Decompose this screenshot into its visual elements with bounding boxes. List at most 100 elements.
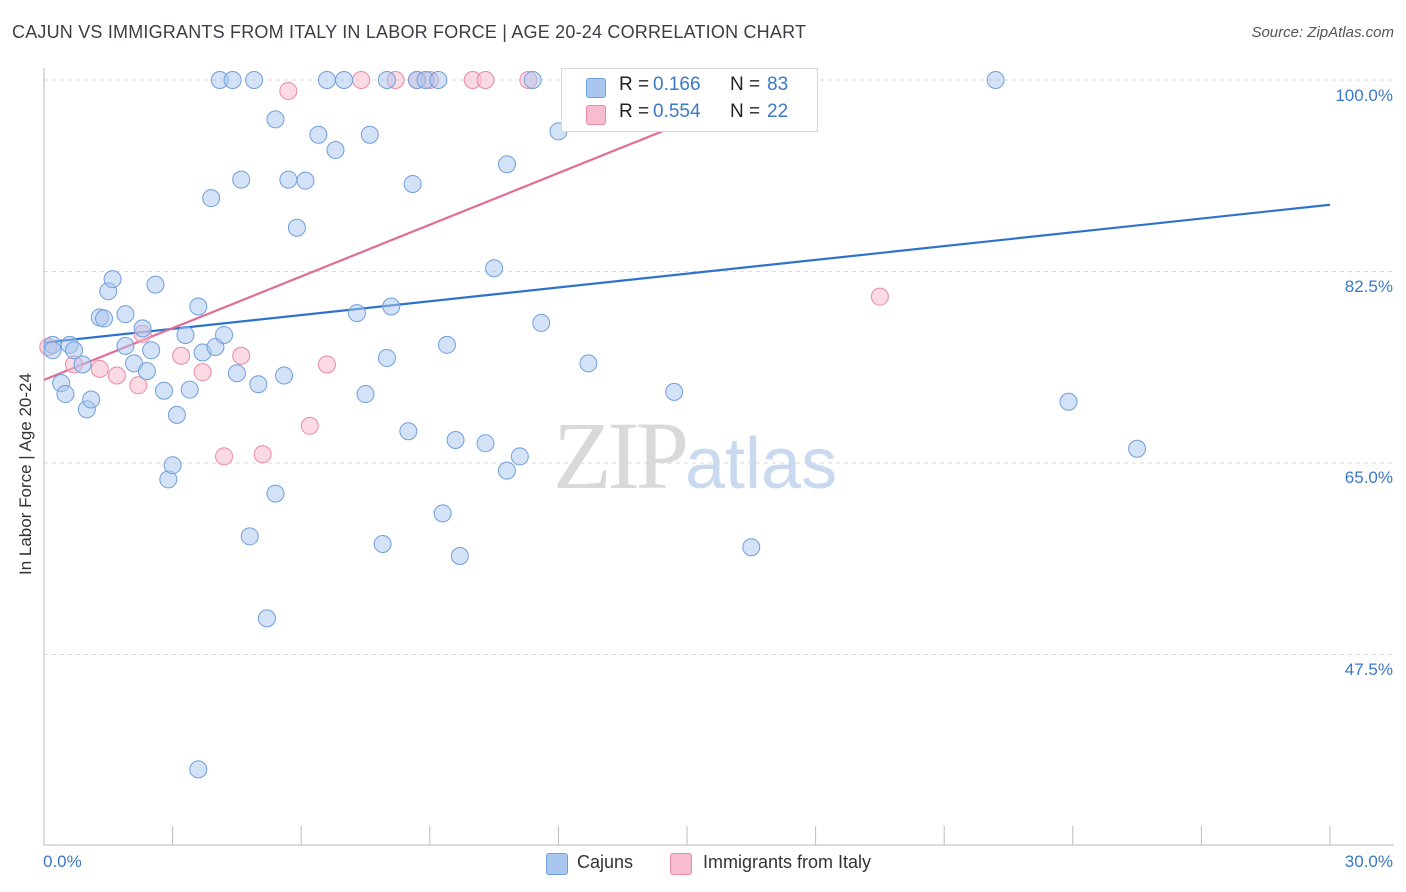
data-point-cajun bbox=[266, 110, 285, 129]
watermark-zip: ZIP bbox=[553, 402, 689, 509]
data-point-cajun bbox=[279, 170, 298, 189]
data-point-cajun bbox=[227, 364, 246, 383]
data-point-cajun bbox=[43, 341, 62, 360]
data-point-cajun bbox=[116, 305, 135, 324]
data-point-cajun bbox=[65, 341, 84, 360]
data-point-cajun bbox=[163, 456, 182, 475]
data-point-italy bbox=[870, 287, 889, 306]
data-point-cajun bbox=[155, 381, 174, 400]
data-point-cajun bbox=[429, 71, 448, 89]
legend-swatch-cajuns bbox=[546, 853, 568, 875]
data-point-cajun bbox=[399, 422, 418, 441]
data-point-cajun bbox=[137, 362, 156, 381]
data-point-cajun bbox=[373, 534, 392, 553]
legend-n-value: 22 bbox=[767, 101, 789, 122]
data-points bbox=[39, 71, 1147, 779]
x-tick-label: 30.0% bbox=[1344, 852, 1393, 871]
data-point-cajun bbox=[95, 309, 114, 328]
data-point-italy bbox=[476, 71, 495, 89]
data-point-cajun bbox=[476, 434, 495, 453]
data-point-cajun bbox=[450, 547, 469, 566]
x-tick-label: 0.0% bbox=[43, 852, 82, 871]
chart-title: CAJUN VS IMMIGRANTS FROM ITALY IN LABOR … bbox=[12, 22, 807, 42]
data-point-italy bbox=[193, 363, 212, 382]
data-point-italy bbox=[253, 445, 272, 464]
legend-r-value: 0.554 bbox=[653, 101, 701, 122]
data-point-cajun bbox=[437, 335, 456, 354]
gridlines bbox=[44, 79, 1394, 655]
data-point-cajun bbox=[523, 71, 542, 89]
y-axis-label: In Labor Force | Age 20-24 bbox=[16, 373, 35, 575]
watermark-atlas: atlas bbox=[685, 424, 838, 504]
data-point-cajun bbox=[180, 380, 199, 399]
data-point-cajun bbox=[579, 354, 598, 373]
legend-r-label: R = bbox=[619, 101, 650, 122]
legend-n-value: 83 bbox=[767, 74, 789, 95]
legend-r-value: 0.166 bbox=[653, 74, 701, 95]
data-point-italy bbox=[352, 71, 371, 89]
data-point-cajun bbox=[309, 125, 328, 144]
data-point-italy bbox=[107, 366, 126, 385]
data-point-cajun bbox=[189, 297, 208, 316]
legend-r-label: R = bbox=[619, 74, 650, 95]
data-point-cajun bbox=[82, 390, 101, 409]
data-point-cajun bbox=[446, 431, 465, 450]
y-axis-label-container: In Labor Force | Age 20-24 bbox=[16, 330, 46, 650]
data-point-italy bbox=[215, 447, 234, 466]
data-point-cajun bbox=[146, 275, 165, 294]
data-point-cajun bbox=[73, 355, 92, 374]
data-point-cajun bbox=[116, 336, 135, 355]
y-tick-label: 65.0% bbox=[1344, 468, 1393, 487]
data-point-italy bbox=[279, 81, 298, 100]
data-point-cajun bbox=[377, 348, 396, 367]
data-point-cajun bbox=[240, 527, 259, 546]
data-point-cajun bbox=[665, 382, 684, 401]
legend-n-label: N = bbox=[730, 74, 761, 95]
data-point-cajun bbox=[1059, 392, 1078, 411]
y-tick-label: 100.0% bbox=[1335, 86, 1393, 105]
data-point-cajun bbox=[377, 71, 396, 89]
data-point-cajun bbox=[176, 325, 195, 344]
data-point-cajun bbox=[167, 405, 186, 424]
legend-n-label: N = bbox=[730, 101, 761, 122]
data-point-cajun bbox=[403, 174, 422, 193]
data-point-cajun bbox=[245, 71, 264, 89]
data-point-cajun bbox=[103, 270, 122, 289]
data-point-cajun bbox=[232, 170, 251, 189]
y-tick-label: 47.5% bbox=[1344, 660, 1393, 679]
legend-label-cajuns: Cajuns bbox=[577, 852, 634, 872]
data-point-cajun bbox=[317, 71, 336, 89]
data-point-cajun bbox=[497, 461, 516, 480]
data-point-italy bbox=[129, 376, 148, 395]
data-point-cajun bbox=[382, 297, 401, 316]
data-point-cajun bbox=[56, 385, 75, 404]
data-point-cajun bbox=[142, 341, 161, 360]
data-point-cajun bbox=[356, 385, 375, 404]
data-point-italy bbox=[300, 416, 319, 435]
trend-line-cajuns bbox=[43, 203, 1331, 344]
data-point-cajun bbox=[335, 71, 354, 89]
data-point-italy bbox=[232, 346, 251, 365]
legend-row-italy: R = 0.554 N = 22 bbox=[562, 101, 817, 127]
legend-swatch-cajuns bbox=[586, 78, 606, 98]
legend-label-italy: Immigrants from Italy bbox=[703, 852, 872, 872]
data-point-italy bbox=[90, 359, 109, 378]
data-point-cajun bbox=[249, 375, 268, 394]
axes bbox=[43, 68, 1394, 846]
data-point-cajun bbox=[287, 218, 306, 237]
data-point-cajun bbox=[510, 447, 529, 466]
data-point-cajun bbox=[433, 504, 452, 523]
chart-source: Source: ZipAtlas.com bbox=[1251, 24, 1394, 41]
data-point-italy bbox=[172, 346, 191, 365]
legend-swatch-italy bbox=[586, 105, 606, 125]
data-point-cajun bbox=[133, 319, 152, 338]
data-point-cajun bbox=[485, 259, 504, 278]
data-point-italy bbox=[317, 355, 336, 374]
legend-row-cajuns: R = 0.166 N = 83 bbox=[562, 74, 817, 100]
data-point-cajun bbox=[189, 760, 208, 779]
data-point-cajun bbox=[347, 304, 366, 323]
data-point-cajun bbox=[532, 313, 551, 332]
data-point-cajun bbox=[1128, 439, 1147, 458]
data-point-cajun bbox=[986, 71, 1005, 89]
